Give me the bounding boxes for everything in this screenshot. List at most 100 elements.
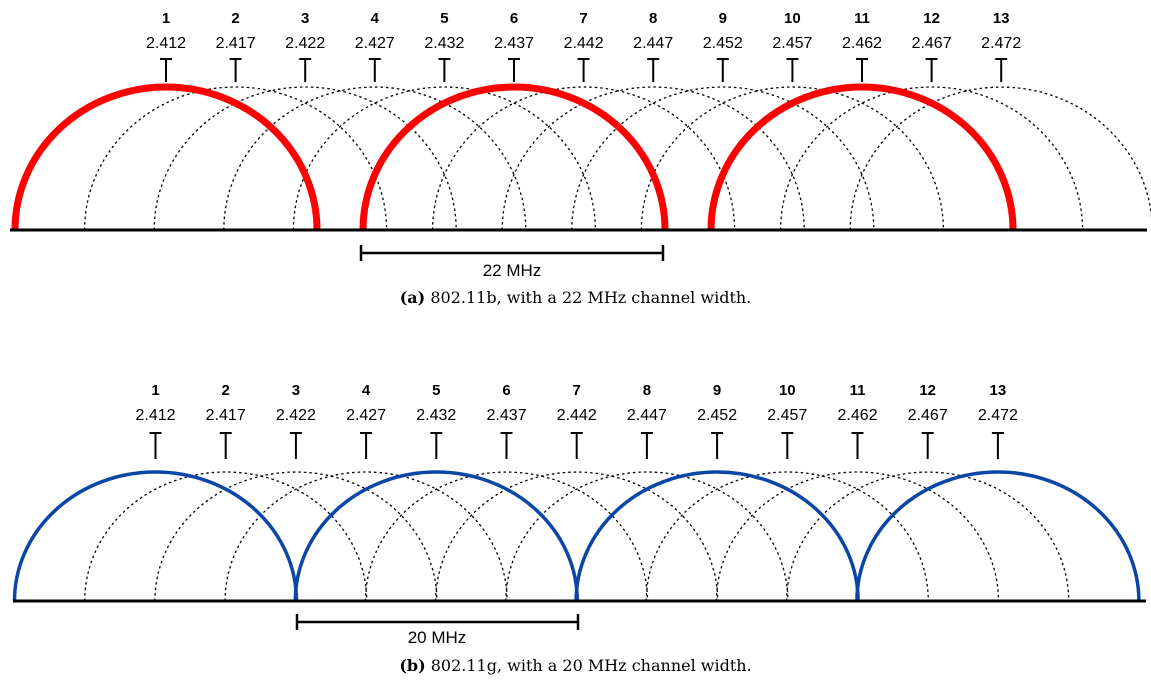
channel-1-highlighted-arc	[11, 83, 321, 231]
channel-center-marker	[229, 58, 242, 82]
channel-center-marker	[781, 432, 794, 459]
channel-7-overlap-arc	[431, 86, 736, 231]
channel-number-6: 6	[510, 10, 518, 27]
channel-number-13: 13	[993, 10, 1010, 27]
channel-frequency-11: 2.462	[842, 35, 882, 52]
caption-tag: (a)	[399, 288, 426, 307]
channel-number-5: 5	[432, 382, 440, 399]
channel-center-marker	[508, 58, 520, 82]
channel-center-marker	[856, 58, 868, 82]
channel-diagram-802-11b: 1 2.412 2 2.417 3 2.422 4 2.427 5 2.432 6 2.437 7 2.4…	[10, 10, 1151, 280]
channel-frequency-11: 2.462	[837, 407, 877, 424]
channel-center-marker	[149, 432, 162, 459]
channel-frequency-5: 2.432	[424, 35, 464, 52]
channel-9-highlighted-arc	[574, 470, 860, 602]
channel-center-marker	[991, 432, 1004, 459]
channel-center-marker	[711, 432, 724, 459]
channel-number-10: 10	[779, 382, 796, 399]
channel-9-overlap-arc	[571, 86, 875, 231]
channel-frequency-5: 2.432	[416, 407, 456, 424]
channel-center-marker	[219, 432, 232, 459]
caption-text: 802.11b, with a 22 MHz channel width.	[430, 288, 752, 307]
channel-frequency-12: 2.467	[912, 35, 952, 52]
channel-frequency-6: 2.437	[486, 407, 526, 424]
channel-diagram-802-11g: 1 2.412 2 2.417 3 2.422 4 2.427 5 2.432 6 2.437 7 2.4…	[12, 382, 1146, 647]
channel-center-marker	[430, 432, 443, 459]
caption-tag: (b)	[399, 656, 426, 675]
channel-number-3: 3	[292, 382, 300, 399]
channel-number-2: 2	[222, 382, 230, 399]
channel-frequency-3: 2.422	[285, 35, 325, 52]
channel-number-1: 1	[151, 382, 159, 399]
channel-3-overlap-arc	[153, 86, 457, 231]
channel-frequency-2: 2.417	[206, 407, 246, 424]
figure-802-11b: 1 2.412 2 2.417 3 2.422 4 2.427 5 2.432 6 2.437 7 2.4…	[0, 0, 1151, 330]
channel-number-6: 6	[502, 382, 510, 399]
channel-center-marker	[570, 432, 583, 459]
channel-3-overlap-arc	[154, 471, 438, 602]
channel-number-8: 8	[643, 382, 651, 399]
channel-width-label: 22 MHz	[483, 261, 542, 280]
channel-frequency-7: 2.442	[557, 407, 597, 424]
channel-number-4: 4	[371, 10, 380, 27]
channel-frequency-6: 2.437	[494, 35, 534, 52]
channel-2-overlap-arc	[84, 471, 368, 602]
channel-number-2: 2	[231, 10, 239, 27]
figure-caption: (a) 802.11b, with a 22 MHz channel width…	[0, 288, 1151, 307]
channel-center-marker	[500, 432, 513, 459]
channel-center-marker	[925, 58, 938, 82]
channel-center-marker	[647, 58, 660, 82]
channel-number-12: 12	[923, 10, 940, 27]
caption-text: 802.11g, with a 20 MHz channel width.	[430, 656, 752, 675]
channel-center-marker	[577, 58, 590, 82]
channel-center-marker	[921, 432, 934, 459]
channel-frequency-10: 2.457	[767, 407, 807, 424]
channel-frequency-12: 2.467	[908, 407, 948, 424]
channel-frequency-4: 2.427	[346, 407, 386, 424]
channel-frequency-4: 2.427	[355, 35, 395, 52]
channel-frequency-8: 2.447	[627, 407, 667, 424]
channel-number-12: 12	[919, 382, 936, 399]
channel-frequency-1: 2.412	[146, 35, 186, 52]
channel-number-11: 11	[854, 10, 870, 27]
channel-number-9: 9	[719, 10, 727, 27]
channel-6-overlap-arc	[364, 471, 649, 602]
channel-number-10: 10	[784, 10, 801, 27]
channel-center-marker	[438, 58, 451, 82]
channel-4-overlap-arc	[223, 86, 527, 231]
channel-center-marker	[786, 58, 799, 82]
channel-number-9: 9	[713, 382, 721, 399]
channel-width-bracket	[359, 245, 665, 261]
channel-frequency-9: 2.452	[697, 407, 737, 424]
channel-1-highlighted-arc	[12, 470, 299, 602]
channel-number-13: 13	[990, 382, 1007, 399]
channel-frequency-13: 2.472	[981, 35, 1021, 52]
channel-11-highlighted-arc	[707, 83, 1017, 231]
channel-10-overlap-arc	[645, 471, 929, 602]
channel-center-marker	[368, 58, 381, 82]
channel-10-overlap-arc	[640, 86, 945, 231]
channel-number-4: 4	[362, 382, 371, 399]
channel-width-bracket	[295, 614, 580, 630]
channel-center-marker	[299, 58, 312, 82]
channel-frequency-2: 2.417	[216, 35, 256, 52]
channel-frequency-13: 2.472	[978, 407, 1018, 424]
channel-number-3: 3	[301, 10, 309, 27]
channel-8-overlap-arc	[505, 471, 789, 602]
channel-number-7: 7	[573, 382, 581, 399]
channel-center-marker	[716, 58, 729, 82]
channel-6-highlighted-arc	[359, 83, 669, 231]
channel-number-8: 8	[649, 10, 657, 27]
channel-5-overlap-arc	[292, 86, 597, 231]
channel-frequency-8: 2.447	[633, 35, 673, 52]
figure-caption: (b) 802.11g, with a 20 MHz channel width…	[0, 656, 1151, 675]
channel-12-overlap-arc	[786, 471, 1070, 602]
channel-number-5: 5	[440, 10, 448, 27]
channel-center-marker	[640, 432, 653, 459]
channel-11-overlap-arc	[715, 471, 1000, 602]
channel-7-overlap-arc	[435, 471, 719, 602]
figure-802-11g: 1 2.412 2 2.417 3 2.422 4 2.427 5 2.432 6 2.437 7 2.4…	[0, 372, 1151, 683]
channel-number-1: 1	[162, 10, 170, 27]
channel-frequency-10: 2.457	[772, 35, 812, 52]
channel-13-highlighted-arc	[855, 470, 1141, 602]
